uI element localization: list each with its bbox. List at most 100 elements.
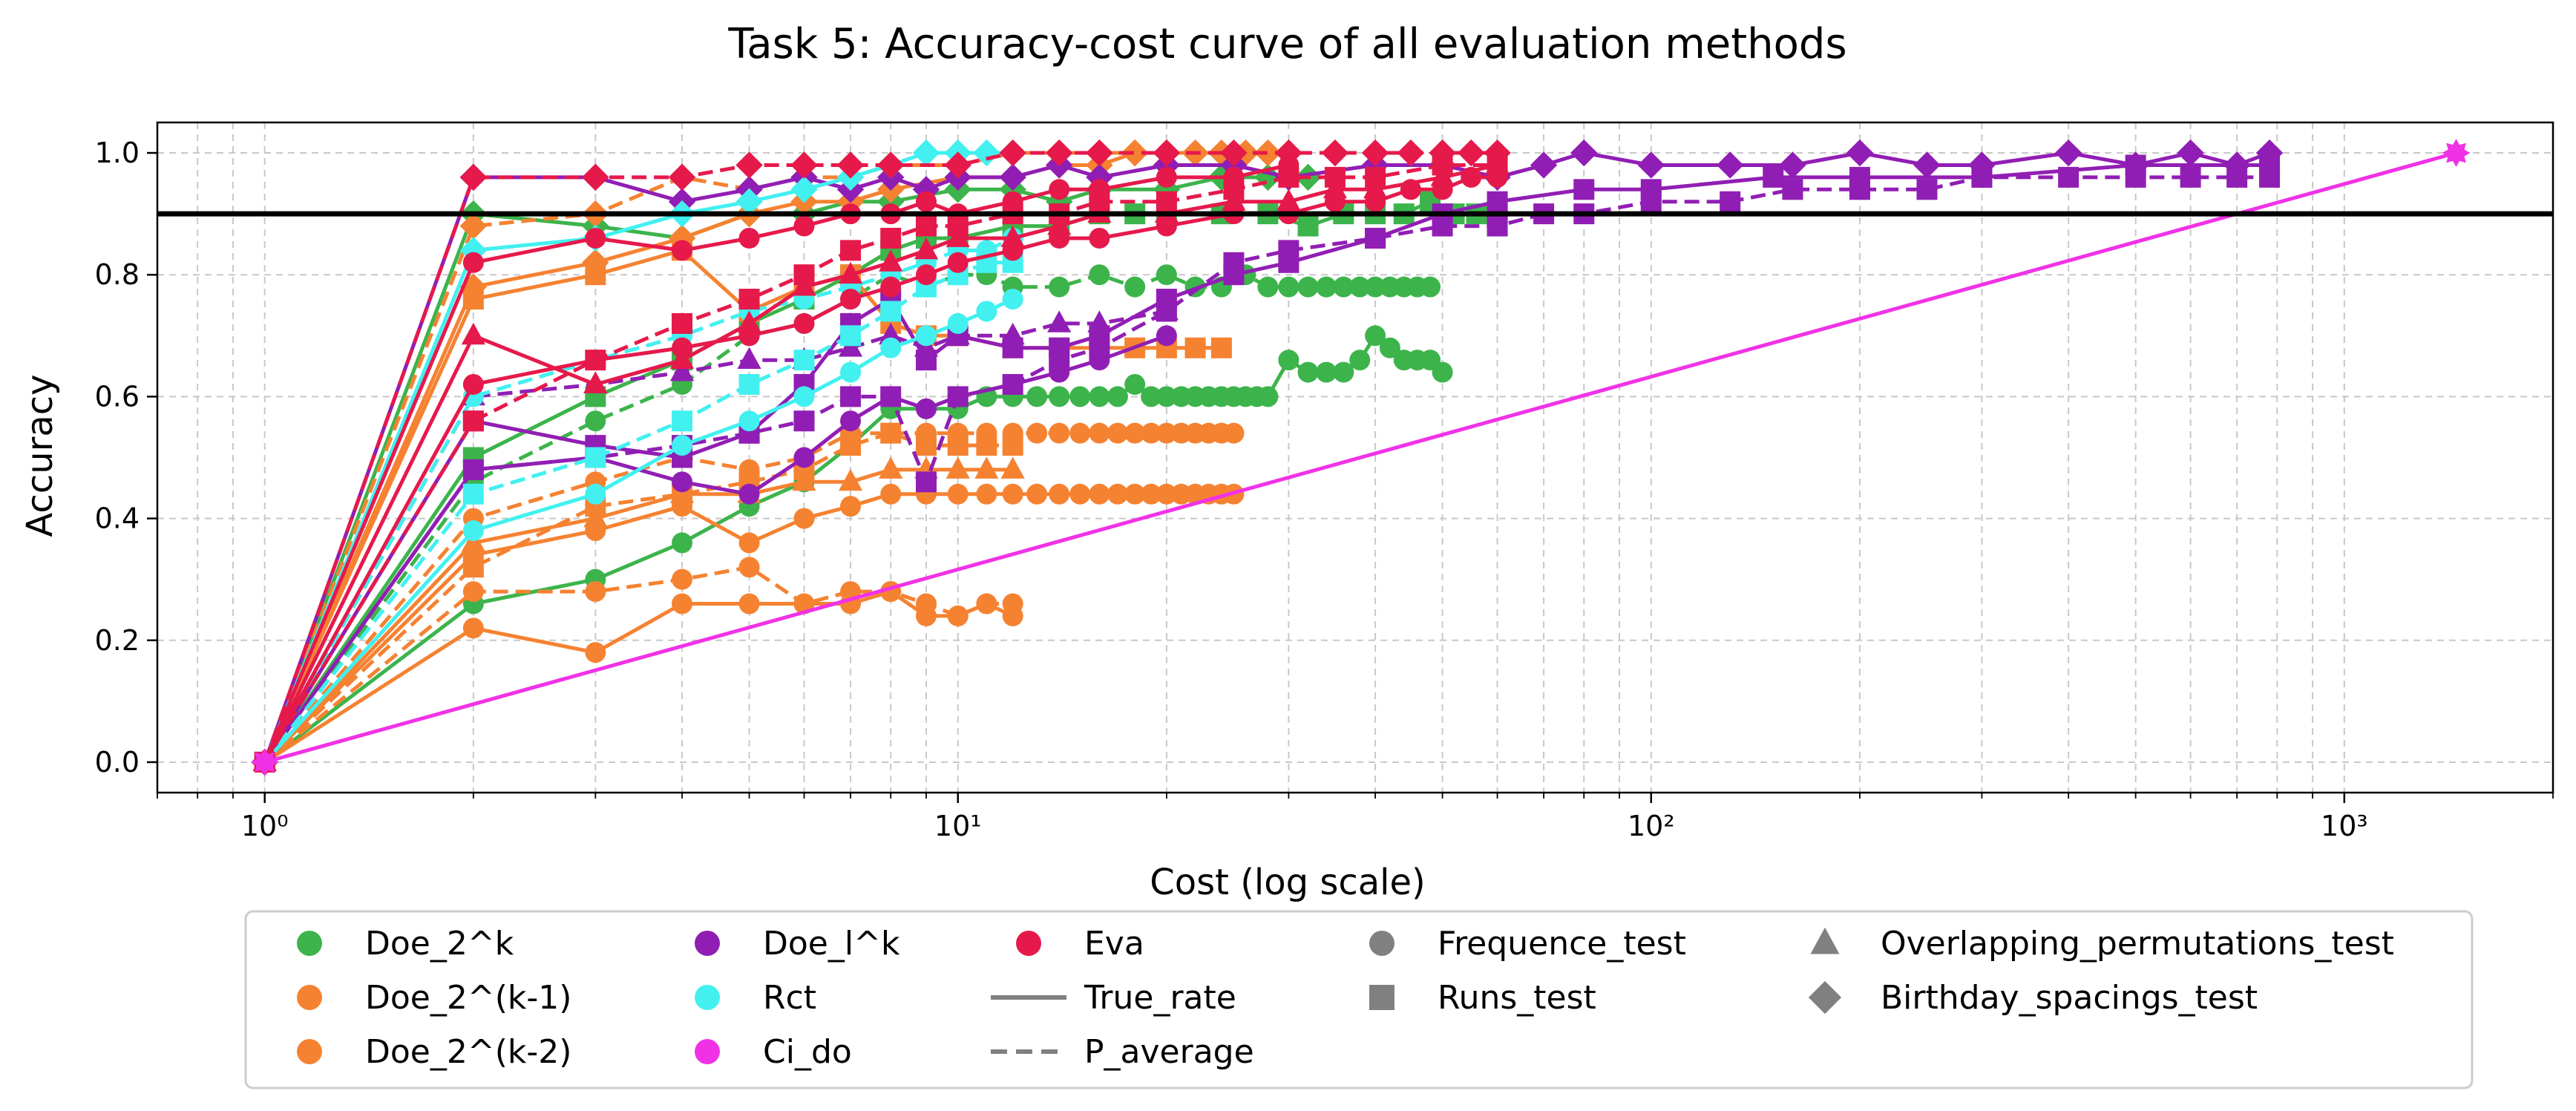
legend-item: True_rate bbox=[991, 979, 1236, 1017]
data-point bbox=[1049, 337, 1070, 358]
data-point bbox=[1002, 483, 1023, 505]
data-point bbox=[1458, 139, 1485, 167]
x-tick-label: 10¹ bbox=[934, 810, 982, 842]
data-point bbox=[879, 456, 903, 479]
data-point bbox=[738, 532, 760, 554]
data-point bbox=[1089, 386, 1110, 407]
legend-label: Doe_2^k bbox=[365, 925, 514, 963]
data-point bbox=[1089, 422, 1110, 444]
legend-item: Runs_test bbox=[1369, 979, 1596, 1017]
legend-swatch bbox=[1808, 980, 1842, 1015]
data-point bbox=[1278, 154, 1300, 176]
data-point bbox=[840, 496, 862, 517]
data-point bbox=[585, 227, 606, 249]
data-point bbox=[2054, 139, 2082, 167]
legend-item: Ci_do bbox=[695, 1033, 852, 1071]
data-point bbox=[737, 310, 761, 332]
data-point bbox=[840, 289, 862, 310]
data-point bbox=[838, 468, 863, 491]
y-tick-label: 0.6 bbox=[95, 380, 140, 413]
data-point bbox=[915, 398, 937, 419]
data-point bbox=[838, 261, 863, 284]
data-point bbox=[737, 347, 761, 370]
data-point bbox=[1913, 151, 1941, 179]
data-point bbox=[1156, 483, 1177, 505]
data-point bbox=[880, 422, 902, 444]
data-point bbox=[880, 301, 902, 322]
data-point bbox=[947, 386, 969, 407]
data-point bbox=[840, 325, 862, 347]
data-point bbox=[1530, 151, 1558, 179]
data-point bbox=[912, 139, 940, 167]
data-point bbox=[672, 568, 693, 590]
data-point bbox=[793, 215, 815, 237]
legend-item: Doe_2^k bbox=[297, 925, 514, 963]
data-point bbox=[1333, 276, 1354, 298]
data-point bbox=[1487, 154, 1508, 176]
data-point bbox=[947, 483, 969, 505]
data-point bbox=[1297, 361, 1319, 383]
data-point bbox=[1717, 151, 1744, 179]
data-point bbox=[1087, 310, 1112, 332]
legend: Doe_2^k Doe_2^(k-1) Doe_2^(k-2) Doe_l^k Rct C… bbox=[244, 910, 2474, 1089]
data-point bbox=[877, 151, 905, 179]
series-Ci_do-27 bbox=[250, 139, 2471, 776]
data-point bbox=[840, 386, 862, 407]
legend-label: Rct bbox=[763, 979, 816, 1017]
data-point bbox=[1223, 422, 1245, 444]
data-point bbox=[1069, 386, 1091, 407]
data-point bbox=[790, 151, 818, 179]
legend-item: P_average bbox=[991, 1033, 1254, 1071]
series-line bbox=[263, 163, 1289, 763]
x-tick-label: 10² bbox=[1628, 810, 1675, 842]
data-point bbox=[462, 459, 484, 480]
legend-label: Frequence_test bbox=[1438, 925, 1686, 963]
data-point bbox=[1153, 139, 1181, 167]
data-point bbox=[1637, 151, 1665, 179]
axes: 0.0 0.2 0.4 0.6 0.8 1.0 10⁰ 10¹ 10² 10³ bbox=[95, 137, 2554, 842]
legend-item: Frequence_test bbox=[1369, 925, 1686, 963]
y-tick-label: 0.2 bbox=[95, 624, 140, 657]
legend-swatch bbox=[297, 931, 322, 956]
data-point bbox=[462, 581, 484, 603]
data-point bbox=[738, 289, 760, 310]
data-point bbox=[1849, 166, 1870, 188]
series-Rct-21 bbox=[254, 252, 1023, 773]
data-point bbox=[2180, 166, 2201, 188]
data-point bbox=[1141, 483, 1162, 505]
series-Doe_l^k-15 bbox=[254, 325, 1177, 773]
data-point bbox=[1156, 264, 1177, 286]
data-point bbox=[1361, 139, 1389, 167]
data-point bbox=[1156, 422, 1177, 444]
data-point bbox=[840, 410, 862, 432]
data-point bbox=[1278, 276, 1300, 298]
data-point bbox=[1297, 276, 1319, 298]
data-point bbox=[582, 163, 609, 191]
data-point bbox=[1026, 386, 1048, 407]
data-point bbox=[1276, 189, 1301, 211]
data-point bbox=[1089, 179, 1110, 200]
legend-label: Overlapping_permutations_test bbox=[1881, 925, 2394, 963]
data-point bbox=[973, 139, 1000, 167]
data-point bbox=[945, 456, 970, 479]
legend-swatch bbox=[695, 931, 720, 956]
data-point bbox=[840, 240, 862, 261]
data-point bbox=[250, 748, 279, 776]
data-point bbox=[947, 252, 969, 273]
x-axis-label: Cost (log scale) bbox=[1150, 862, 1426, 903]
data-point bbox=[1124, 276, 1146, 298]
data-point bbox=[1000, 456, 1025, 479]
y-tick-label: 0.4 bbox=[95, 502, 140, 535]
data-point bbox=[793, 312, 815, 334]
data-point bbox=[669, 359, 695, 381]
data-point bbox=[974, 456, 999, 479]
data-point bbox=[1049, 179, 1070, 200]
data-point bbox=[1432, 154, 1453, 176]
data-point bbox=[2177, 139, 2204, 167]
data-point bbox=[582, 249, 609, 277]
data-point bbox=[880, 227, 902, 249]
data-point bbox=[1365, 227, 1386, 249]
data-point bbox=[1763, 166, 1784, 188]
data-point bbox=[1049, 422, 1070, 444]
data-point bbox=[879, 322, 903, 345]
